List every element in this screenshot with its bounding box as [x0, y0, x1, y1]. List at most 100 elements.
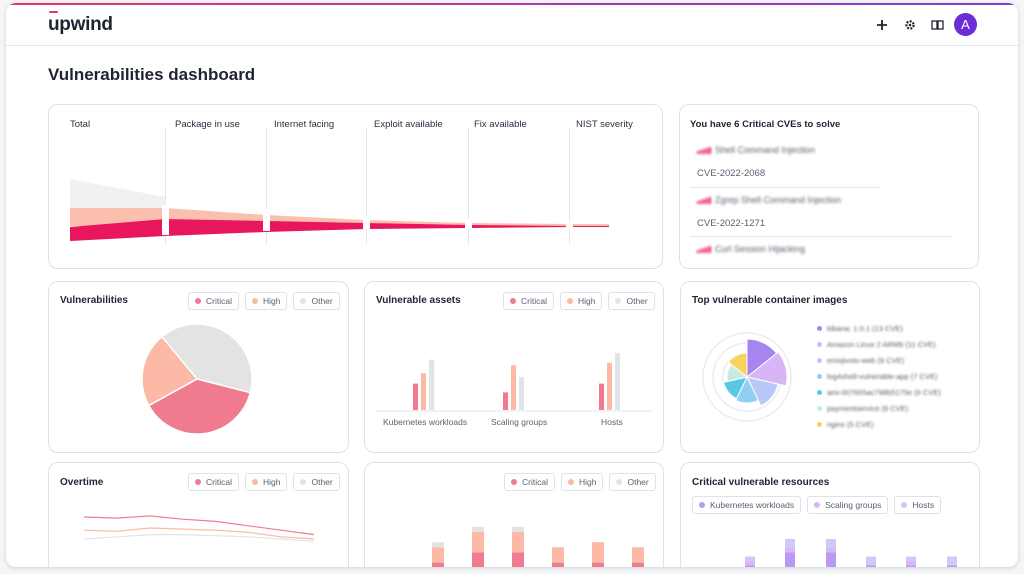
rose-slice	[727, 352, 748, 379]
bar-critical	[503, 392, 508, 410]
bar-critical	[472, 552, 484, 567]
x-tick-label: Scaling groups	[491, 417, 548, 427]
funnel-label-fix: Fix available	[474, 119, 527, 130]
rose-slice	[746, 376, 779, 407]
funnel-chart	[70, 179, 609, 241]
cve-id[interactable]: CVE-2022-1271	[697, 218, 766, 229]
legend-critical[interactable]: Critical	[503, 292, 554, 310]
legend-critical[interactable]: Critical	[504, 473, 555, 491]
bar-kubernetes-workloads	[947, 565, 957, 567]
bar-scaling-groups	[906, 561, 916, 566]
bar-scaling-groups	[785, 547, 795, 553]
vulnerabilities-pie	[141, 323, 253, 435]
legend: Kubernetes workloads Scaling groups Host…	[692, 496, 942, 514]
legend-critical[interactable]: Critical	[188, 292, 239, 310]
image-item[interactable]: Amazon Linux 2 ARM6 (11 CVE)	[817, 340, 936, 349]
bar-kubernetes-workloads	[826, 552, 836, 567]
x-tick-label: Kubernetes workloads	[383, 417, 468, 427]
trend-chart	[432, 526, 644, 567]
bar-hosts	[906, 556, 916, 561]
bar-kubernetes-workloads	[745, 565, 755, 567]
legend-other[interactable]: Other	[609, 473, 656, 491]
funnel-label-package: Package in use	[175, 119, 240, 130]
legend-high[interactable]: High	[559, 292, 603, 310]
plus-icon[interactable]	[872, 15, 892, 35]
legend-other[interactable]: Other	[293, 473, 340, 491]
bar-high	[472, 532, 484, 553]
legend-critical[interactable]: Critical	[188, 473, 239, 491]
cves-heading: You have 6 Critical CVEs to solve	[690, 119, 841, 130]
bar-critical	[512, 552, 524, 567]
divider	[690, 187, 880, 188]
cve-id[interactable]: CVE-2022-2068	[697, 168, 766, 179]
legend-high[interactable]: High	[244, 473, 288, 491]
top-bar: upwind A	[6, 5, 1018, 46]
funnel-label-internet: Internet facing	[274, 119, 335, 130]
user-avatar[interactable]: A	[954, 13, 977, 36]
bar-high	[432, 547, 444, 563]
bar-other	[615, 353, 620, 410]
image-item[interactable]: kibana: 1.0.1 (13 CVE)	[817, 324, 903, 333]
bar-kubernetes-workloads	[866, 565, 876, 567]
bar-other	[472, 526, 484, 532]
cve-item[interactable]: Curl Session Hijacking	[697, 244, 805, 254]
pie-slice-other	[160, 323, 253, 394]
divider	[266, 129, 267, 244]
bar-high	[592, 542, 604, 563]
legend-high[interactable]: High	[560, 473, 604, 491]
bar-other	[519, 377, 524, 410]
legend-scaling-groups[interactable]: Scaling groups	[807, 496, 889, 514]
bar-critical	[552, 562, 564, 567]
overtime-card: Overtime Critical High Other	[48, 462, 349, 567]
bar-high	[552, 547, 564, 563]
legend-kubernetes[interactable]: Kubernetes workloads	[692, 496, 802, 514]
funnel-label-total: Total	[70, 119, 91, 130]
critical-resources-card: Critical vulnerable resources Kubernetes…	[680, 462, 980, 567]
divider	[690, 236, 952, 237]
card-title: Critical vulnerable resources	[692, 477, 830, 488]
legend-other[interactable]: Other	[608, 292, 655, 310]
bar-high	[512, 532, 524, 553]
container-images-rose	[702, 332, 792, 422]
bar-high	[421, 373, 426, 410]
upwind-logo[interactable]: upwind	[48, 14, 113, 35]
pie-slice-critical	[147, 378, 252, 435]
severity-icon	[697, 146, 711, 154]
legend-other[interactable]: Other	[293, 292, 340, 310]
bar-scaling-groups	[826, 547, 836, 553]
cve-item[interactable]: Shell Command Injection	[697, 145, 815, 155]
bar-hosts	[745, 556, 755, 561]
image-item[interactable]: ami-007655ac798b5175e (6 CVE)	[817, 388, 941, 397]
bar-hosts	[826, 539, 836, 548]
container-images-card: Top vulnerable container images kibana: …	[680, 281, 980, 453]
pie-slice-high	[141, 335, 199, 407]
bar-critical	[413, 383, 418, 410]
trend-card: Critical High Other	[364, 462, 664, 567]
legend-high[interactable]: High	[244, 292, 288, 310]
bar-kubernetes-workloads	[906, 565, 916, 567]
severity-icon	[697, 196, 711, 204]
image-item[interactable]: emojivoto-web (9 CVE)	[817, 356, 904, 365]
accent-line	[6, 3, 1018, 5]
legend: Critical High Other	[503, 292, 655, 310]
vulnerable-assets-chart	[375, 353, 653, 412]
bar-scaling-groups	[745, 561, 755, 566]
critical-cves-card: You have 6 Critical CVEs to solve Shell …	[679, 104, 979, 269]
image-item[interactable]: nginx (5 CVE)	[817, 420, 874, 429]
funnel-label-nist: NIST severity	[576, 119, 633, 130]
gear-icon[interactable]	[900, 15, 920, 35]
divider	[165, 129, 166, 244]
legend-hosts[interactable]: Hosts	[894, 496, 942, 514]
line-critical	[83, 515, 315, 536]
image-item[interactable]: paymentservice (6 CVE)	[817, 404, 908, 413]
vulnerabilities-card: Vulnerabilities Critical High Other	[48, 281, 349, 453]
bar-critical	[632, 562, 644, 567]
cve-item[interactable]: Zgrep Shell Command Injection	[697, 195, 841, 205]
funnel-label-exploit: Exploit available	[374, 119, 443, 130]
image-item[interactable]: log4shell-vulnerable-app (7 CVE)	[817, 372, 937, 381]
book-icon[interactable]	[927, 15, 947, 35]
grid-ring	[702, 332, 792, 422]
card-title: Vulnerabilities	[60, 295, 128, 306]
app-window: upwind A Vulnerabilities dashboard Total…	[6, 3, 1018, 567]
legend: Critical High Other	[188, 292, 340, 310]
